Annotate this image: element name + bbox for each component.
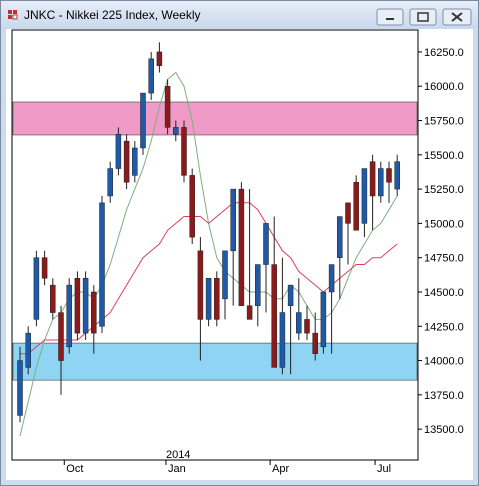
y-tick-label: 15000.0 xyxy=(424,218,464,230)
candle-body xyxy=(41,257,48,279)
candle-body xyxy=(296,312,302,334)
candle-body xyxy=(271,264,277,368)
y-tick-label: 14250.0 xyxy=(424,321,464,333)
plot-border xyxy=(11,29,419,461)
candle-body xyxy=(58,312,64,361)
candle-body xyxy=(173,127,179,135)
candle-body xyxy=(164,85,171,128)
candle-body xyxy=(197,250,204,320)
y-tick-label: 16250.0 xyxy=(424,47,464,59)
candle-body xyxy=(91,291,97,334)
candle-body xyxy=(238,188,245,306)
candle-body xyxy=(328,264,335,293)
candle-body xyxy=(304,319,310,334)
candle-body xyxy=(140,92,146,149)
x-tick-label: Jul xyxy=(377,463,391,475)
candle-body xyxy=(115,133,122,169)
y-tick-label: 14500.0 xyxy=(424,287,464,299)
y-tick-label: 15500.0 xyxy=(424,150,464,162)
candle-body xyxy=(107,168,113,197)
y-tick-label: 14750.0 xyxy=(424,253,464,265)
candle-body xyxy=(320,291,327,348)
candle-body xyxy=(369,161,376,197)
y-tick-label: 16000.0 xyxy=(424,81,464,93)
candle-body xyxy=(394,161,400,190)
candle-body xyxy=(246,305,253,320)
y-tick-label: 14000.0 xyxy=(424,356,464,368)
maximize-button[interactable] xyxy=(409,8,437,26)
candle-body xyxy=(82,278,89,334)
candle-body xyxy=(255,264,261,306)
app-icon xyxy=(8,10,18,20)
candle-body xyxy=(123,140,130,183)
candle-body xyxy=(205,278,212,320)
zone xyxy=(12,101,418,136)
candle-body xyxy=(50,284,56,313)
minimize-button[interactable] xyxy=(376,8,404,26)
candle-body xyxy=(99,202,105,327)
candle-body xyxy=(222,250,228,300)
candle-body xyxy=(312,332,318,354)
candle-body xyxy=(361,168,368,224)
candle-body xyxy=(33,257,40,320)
candle-body xyxy=(214,278,220,320)
candle-body xyxy=(378,168,384,197)
candle-body xyxy=(230,188,236,252)
y-tick-label: 15750.0 xyxy=(424,116,464,128)
candle-body xyxy=(345,202,351,224)
candle-body xyxy=(156,51,163,66)
candle-body xyxy=(74,278,81,334)
candle-body xyxy=(189,175,195,238)
candle-body xyxy=(25,332,31,368)
x-tick-label: Apr xyxy=(272,463,289,475)
candle-body xyxy=(148,58,154,94)
close-button[interactable] xyxy=(442,8,472,26)
candle-body xyxy=(263,223,269,265)
x-tick-label: Oct xyxy=(66,463,83,475)
candle-body xyxy=(181,127,187,176)
year-label: 2014 xyxy=(166,449,190,461)
y-tick-label: 13500.0 xyxy=(424,424,464,436)
y-tick-label: 15250.0 xyxy=(424,184,464,196)
candle-body xyxy=(337,216,343,258)
y-tick-label: 13750.0 xyxy=(424,390,464,402)
candle-body xyxy=(287,284,294,306)
window-title: JNKC - Nikkei 225 Index, Weekly xyxy=(24,8,201,22)
candle-body xyxy=(66,284,72,348)
candle-body xyxy=(279,312,286,368)
x-tick-label: Jan xyxy=(168,463,186,475)
candle-body xyxy=(132,147,138,176)
candle-body xyxy=(353,181,359,231)
zone xyxy=(12,342,418,381)
candle-body xyxy=(386,168,392,183)
candle-body xyxy=(17,360,23,416)
